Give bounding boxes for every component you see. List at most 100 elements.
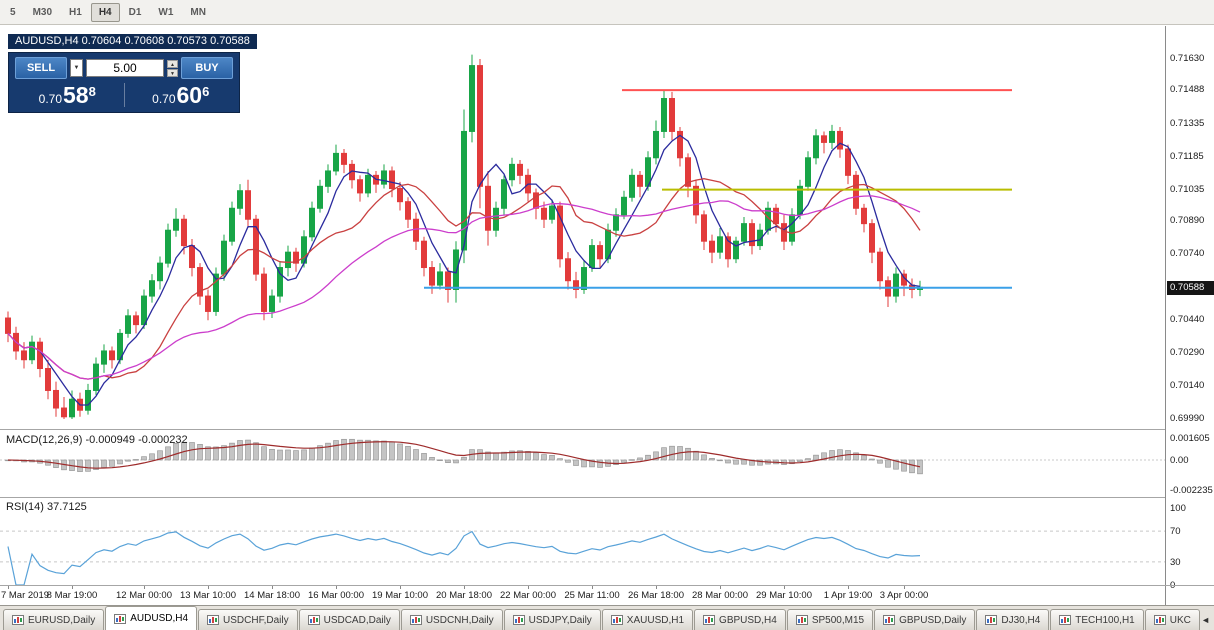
time-axis-label: 19 Mar 10:00 — [372, 590, 428, 601]
chart-icon — [307, 615, 320, 625]
tab-scroll-left-icon[interactable]: ◄ — [1201, 615, 1210, 625]
timeframe-toolbar: 5 M30 H1 H4 D1 W1 MN — [0, 0, 1214, 25]
time-tick — [904, 586, 905, 589]
time-axis-label: 13 Mar 10:00 — [180, 590, 236, 601]
time-tick — [72, 586, 73, 589]
time-tick — [720, 586, 721, 589]
volume-dropdown-button[interactable]: ▼ — [70, 59, 83, 77]
macd-scale-label: -0.002235 — [1170, 485, 1213, 497]
time-axis-label: 8 Mar 19:00 — [46, 590, 98, 601]
rsi-scale-label: 70 — [1170, 526, 1181, 538]
chart-tab-xauusd-h1[interactable]: XAUUSD,H1 — [601, 609, 694, 630]
price-axis-label: 0.71035 — [1170, 183, 1205, 195]
time-tick — [336, 586, 337, 589]
chart-tab-dj30-h4[interactable]: DJ30,H4 — [976, 609, 1050, 630]
ask-big-digits: 60 — [176, 82, 203, 108]
symbol-ohlc-label: AUDUSD,H4 0.70604 0.70608 0.70573 0.7058… — [8, 34, 257, 49]
time-axis-label: 1 Apr 19:00 — [823, 590, 873, 601]
rsi-indicator-canvas[interactable] — [0, 498, 1165, 585]
rsi-label: RSI(14) 37.7125 — [6, 501, 87, 513]
chart-tab-label: SP500,M15 — [811, 614, 865, 626]
timeframe-button-MN[interactable]: MN — [190, 6, 206, 18]
chart-icon — [795, 615, 808, 625]
timeframe-button-D1[interactable]: D1 — [128, 6, 142, 18]
price-axis-label: 0.71185 — [1170, 150, 1204, 162]
chart-icon — [610, 615, 623, 625]
time-axis-label: 20 Mar 18:00 — [436, 590, 492, 601]
price-axis-label: 0.71630 — [1170, 53, 1205, 64]
chevron-down-icon: ▼ — [73, 65, 80, 71]
timeframe-button-W1[interactable]: W1 — [158, 6, 174, 18]
chart-tab-label: USDJPY,Daily — [528, 614, 592, 626]
time-tick — [272, 586, 273, 589]
chart-icon — [114, 613, 127, 624]
chart-tab-label: USDCNH,Daily — [425, 614, 494, 626]
panel-splitter[interactable] — [0, 497, 1214, 498]
chart-tab-usdcad-daily[interactable]: USDCAD,Daily — [298, 609, 400, 630]
macd-scale-label: 0.00 — [1170, 455, 1189, 466]
time-tick — [400, 586, 401, 589]
price-axis-label: 0.71335 — [1170, 117, 1205, 129]
chart-tab-label: USDCHF,Daily — [223, 614, 289, 626]
timeframe-button-5[interactable]: 5 — [10, 6, 16, 18]
time-axis-label: 28 Mar 00:00 — [692, 590, 748, 601]
chart-icon — [12, 615, 24, 625]
chart-icon — [985, 615, 998, 625]
macd-label: MACD(12,26,9) -0.000949 -0.000232 — [6, 434, 188, 446]
time-tick — [208, 586, 209, 589]
chart-tab-sp500-m15[interactable]: SP500,M15 — [786, 609, 874, 630]
chart-icon — [207, 615, 220, 625]
bid-big-digits: 58 — [63, 82, 89, 108]
chart-tab-gbpusd-daily[interactable]: GBPUSD,Daily — [874, 609, 976, 630]
panel-splitter[interactable] — [0, 429, 1214, 430]
time-tick — [8, 586, 9, 589]
sell-button[interactable]: SELL — [15, 57, 67, 79]
time-tick — [528, 586, 529, 589]
chart-tab-label: TECH100,H1 — [1075, 614, 1135, 626]
macd-indicator-canvas[interactable] — [0, 430, 1165, 498]
bid-pipette: 8 — [88, 84, 96, 99]
time-axis-label: 14 Mar 18:00 — [244, 590, 300, 601]
chart-tab-ukc[interactable]: UKC — [1144, 609, 1200, 630]
current-price-badge: 0.70588 — [1167, 280, 1214, 295]
chart-tab-usdjpy-daily[interactable]: USDJPY,Daily — [503, 609, 601, 630]
chart-tab-label: USDCAD,Daily — [323, 614, 391, 626]
price-axis-label: 0.70890 — [1170, 215, 1205, 227]
timeframe-button-M30[interactable]: M30 — [32, 6, 53, 18]
price-axis-label: 0.70140 — [1170, 380, 1205, 392]
chart-tab-gbpusd-h4[interactable]: GBPUSD,H4 — [694, 609, 786, 630]
volume-input[interactable] — [86, 59, 164, 77]
chart-tab-usdchf-daily[interactable]: USDCHF,Daily — [198, 609, 298, 630]
chart-tab-usdcnh-daily[interactable]: USDCNH,Daily — [400, 609, 503, 630]
ask-prefix: 0.70 — [152, 92, 176, 106]
time-axis-label: 26 Mar 18:00 — [628, 590, 684, 601]
volume-stepper: ▲ ▼ — [167, 59, 178, 77]
volume-decrement-button[interactable]: ▼ — [167, 68, 178, 77]
price-axis-label: 0.71488 — [1170, 84, 1205, 96]
chart-tab-tech100-h1[interactable]: TECH100,H1 — [1050, 609, 1144, 630]
chart-tab-audusd-h4[interactable]: AUDUSD,H4 — [105, 606, 198, 630]
price-axis-label: 0.69990 — [1170, 413, 1205, 424]
quote-divider — [123, 83, 125, 107]
macd-scale-label: 0.001605 — [1170, 433, 1210, 445]
chart-tab-label: GBPUSD,Daily — [899, 614, 967, 626]
chart-tab-label: XAUUSD,H1 — [626, 614, 685, 626]
timeframe-button-H1[interactable]: H1 — [69, 6, 82, 18]
time-tick — [144, 586, 145, 589]
time-axis[interactable]: 7 Mar 2019 8 Mar 19:00 12 Mar 00:00 13 Mar … — [0, 586, 1165, 605]
timeframe-button-H4[interactable]: H4 — [90, 2, 120, 22]
chart-icon — [1059, 615, 1072, 625]
chart-icon — [883, 615, 896, 625]
time-axis-label: 29 Mar 10:00 — [756, 590, 812, 601]
price-axis[interactable]: 0.71630 0.71488 0.71335 0.71185 0.71035 0.708… — [1165, 26, 1214, 605]
chart-tab-label: AUDUSD,H4 — [130, 613, 189, 624]
bid-price: 0.70 58 8 — [15, 83, 120, 107]
chart-tab-eurusd-daily[interactable]: EURUSD,Daily — [3, 609, 105, 630]
time-tick — [784, 586, 785, 589]
buy-button[interactable]: BUY — [181, 57, 233, 79]
chart-icon — [409, 615, 422, 625]
price-axis-label: 0.70740 — [1170, 248, 1205, 260]
volume-increment-button[interactable]: ▲ — [167, 59, 178, 68]
chart-tabs-bar: EURUSD,Daily AUDUSD,H4 USDCHF,Daily USDCAD,… — [0, 605, 1214, 630]
